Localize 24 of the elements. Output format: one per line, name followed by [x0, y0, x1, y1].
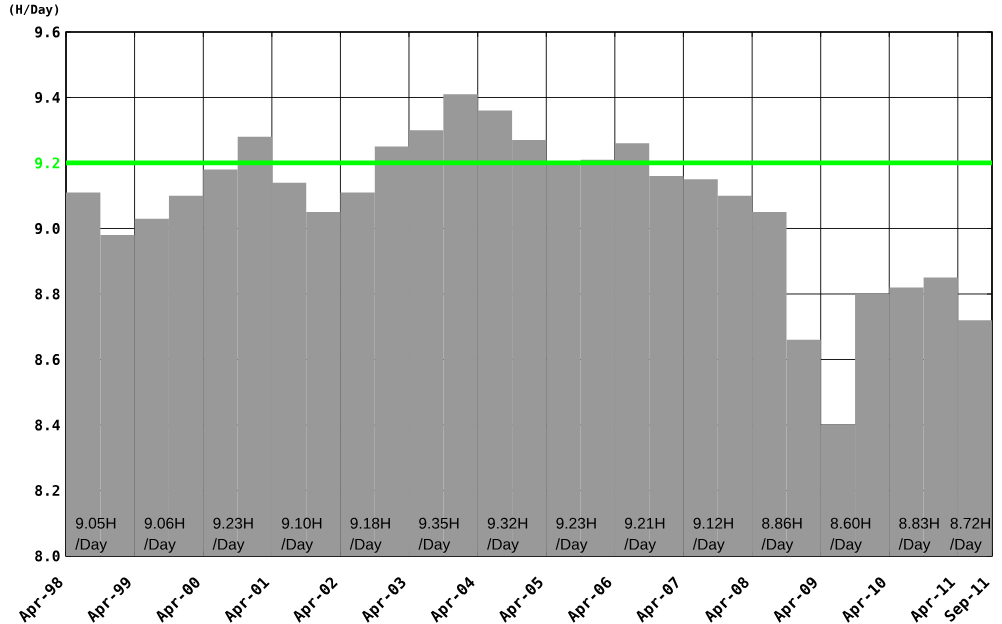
annotation: 9.32H /Day	[487, 517, 528, 553]
y-tick-label: 8.0	[35, 550, 60, 562]
annotation: 9.18H /Day	[349, 517, 390, 553]
annotation: 9.06H /Day	[143, 517, 185, 553]
y-tick-label: 9.2	[35, 157, 60, 169]
annotation: 9.12H /Day	[692, 517, 733, 553]
annotation: 9.23H /Day	[212, 517, 253, 553]
annotation: 9.23H /Day	[555, 517, 596, 553]
annotation: 8.83H /Day	[898, 517, 939, 553]
y-tick-label: 9.6	[35, 26, 60, 38]
annotation: 8.60H /Day	[830, 517, 871, 553]
y-tick-label: 8.6	[35, 353, 60, 365]
annotation: 8.86H /Day	[761, 517, 802, 553]
y-tick-label: 9.0	[35, 222, 60, 235]
y-tick-label: 8.4	[35, 419, 60, 431]
annotation: 9.10H /Day	[281, 517, 322, 553]
y-axis-title: (H/Day)	[10, 4, 59, 17]
annotation: 9.35H /Day	[418, 517, 459, 553]
y-tick-label: 8.2	[35, 484, 60, 496]
y-tick-label: 8.8	[35, 288, 60, 300]
y-tick-label: 9.4	[35, 92, 60, 103]
annotation: 9.05H /Day	[75, 517, 116, 553]
annotation: 9.21H /Day	[624, 517, 665, 553]
annotation: 8.72H /Day	[949, 517, 990, 553]
